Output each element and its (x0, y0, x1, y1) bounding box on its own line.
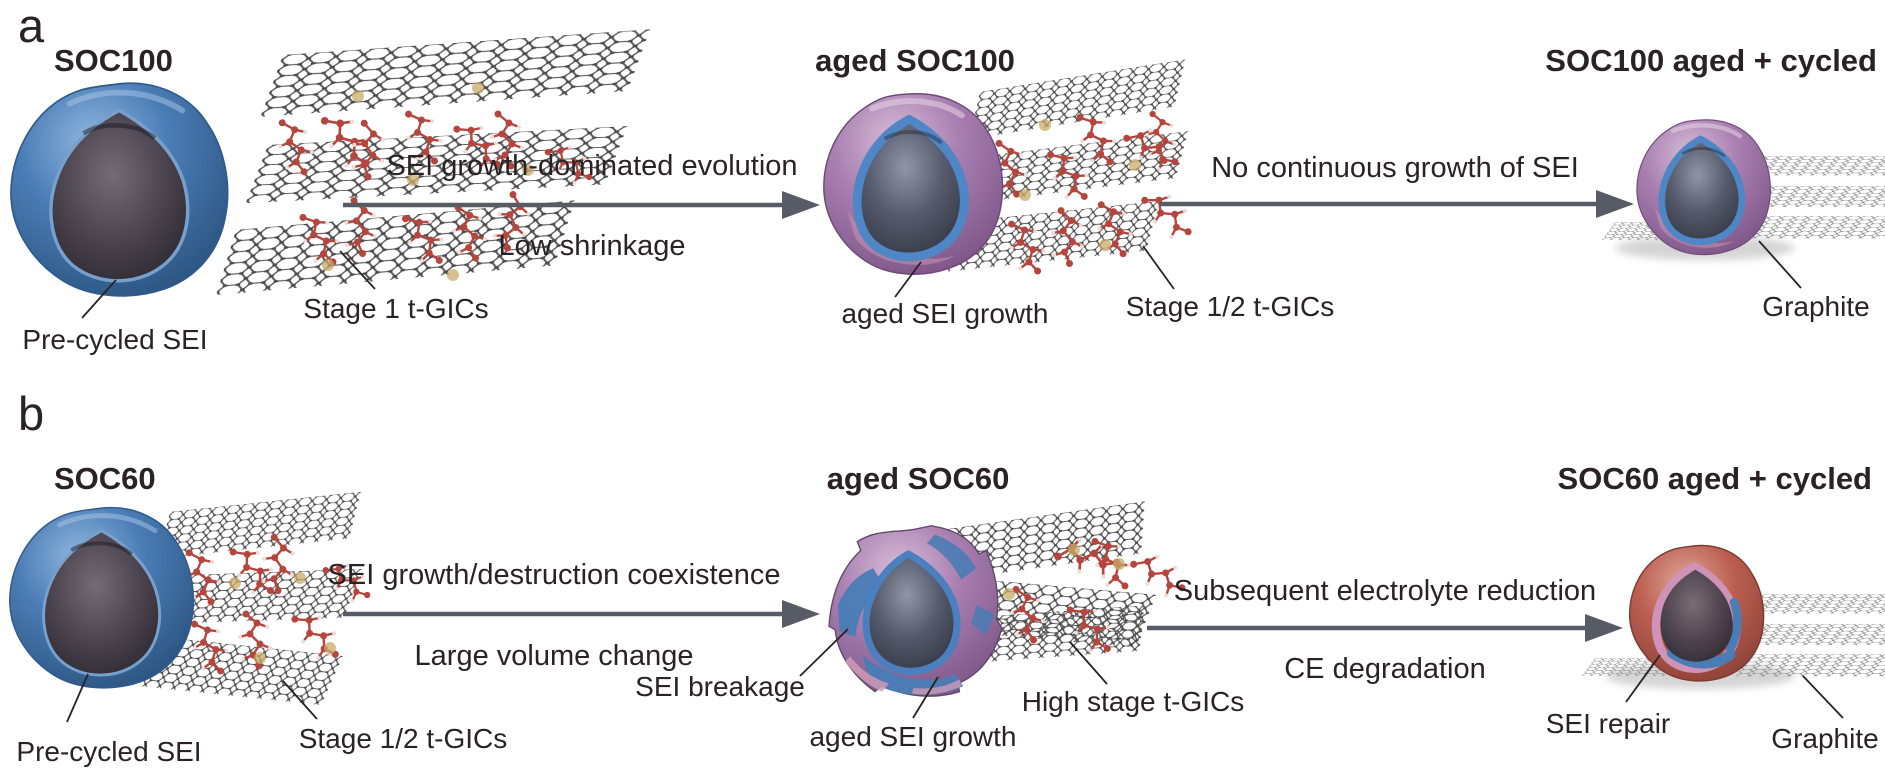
arrow-b1-text-bottom: Large volume change (414, 640, 694, 672)
leader-precycled-sei-b (66, 673, 89, 723)
leader-high-stage-tgics (1069, 641, 1108, 685)
arrow-a1-text-bottom: Low shrinkage (498, 230, 686, 262)
arrow-a2-text-top: No continuous growth of SEI (1211, 152, 1579, 184)
leader-lines (66, 240, 1844, 723)
leader-stage1-tgics (339, 250, 376, 290)
panel-a-left-title: SOC100 (54, 43, 173, 78)
leader-sei-breakage (799, 628, 849, 677)
label-sei-breakage: SEI breakage (635, 671, 805, 702)
label-aged-sei-growth-a: aged SEI growth (841, 298, 1049, 329)
leader-precycled-sei-a (81, 279, 117, 319)
panel-a-letter: a (18, 0, 45, 52)
leader-aged-sei-growth-b (912, 676, 939, 719)
label-sei-repair: SEI repair (1545, 708, 1671, 739)
panel-b-letter: b (18, 387, 45, 440)
panel-a-mid-title: aged SOC100 (815, 43, 1015, 78)
process-arrow-a2 (1160, 190, 1634, 218)
leader-sei-repair (1625, 654, 1661, 703)
process-arrow-b2 (1147, 614, 1623, 642)
label-stage12-tgics-a: Stage 1/2 t-GICs (1125, 291, 1335, 322)
panel-a-right-title: SOC100 aged + cycled (1545, 43, 1877, 78)
arrow-b2-text-bottom: CE degradation (1284, 653, 1486, 685)
panel-b-left-title: SOC60 (54, 461, 156, 496)
label-graphite-b: Graphite (1771, 723, 1879, 754)
panel-b-right-title: SOC60 aged + cycled (1557, 461, 1872, 496)
leader-stage12-tgics-a (1142, 245, 1175, 290)
label-graphite-a: Graphite (1762, 291, 1870, 322)
arrow-b2-text-top: Subsequent electrolyte reduction (1173, 575, 1597, 607)
leader-graphite-a (1758, 240, 1802, 289)
arrow-b1-text-top: SEI growth/destruction coexistence (327, 559, 781, 591)
label-aged-sei-growth-b: aged SEI growth (809, 721, 1017, 752)
arrow-a1-text-top: SEI growth-dominated evolution (386, 150, 798, 182)
process-arrow-b1 (343, 600, 820, 628)
leader-aged-sei-growth-a (894, 261, 922, 298)
leader-stage12-tgics-b (282, 680, 318, 720)
panel-b-mid-title: aged SOC60 (826, 461, 1010, 496)
label-high-stage-tgics: High stage t-GICs (1021, 686, 1245, 717)
process-arrow-a1 (343, 191, 820, 219)
label-stage12-tgics-b: Stage 1/2 t-GICs (298, 723, 508, 754)
leader-graphite-b (1802, 675, 1844, 719)
label-precycled-sei-b: Pre-cycled SEI (16, 736, 202, 767)
label-precycled-sei-a: Pre-cycled SEI (22, 324, 208, 355)
label-stage1-tgics: Stage 1 t-GICs (303, 293, 489, 324)
